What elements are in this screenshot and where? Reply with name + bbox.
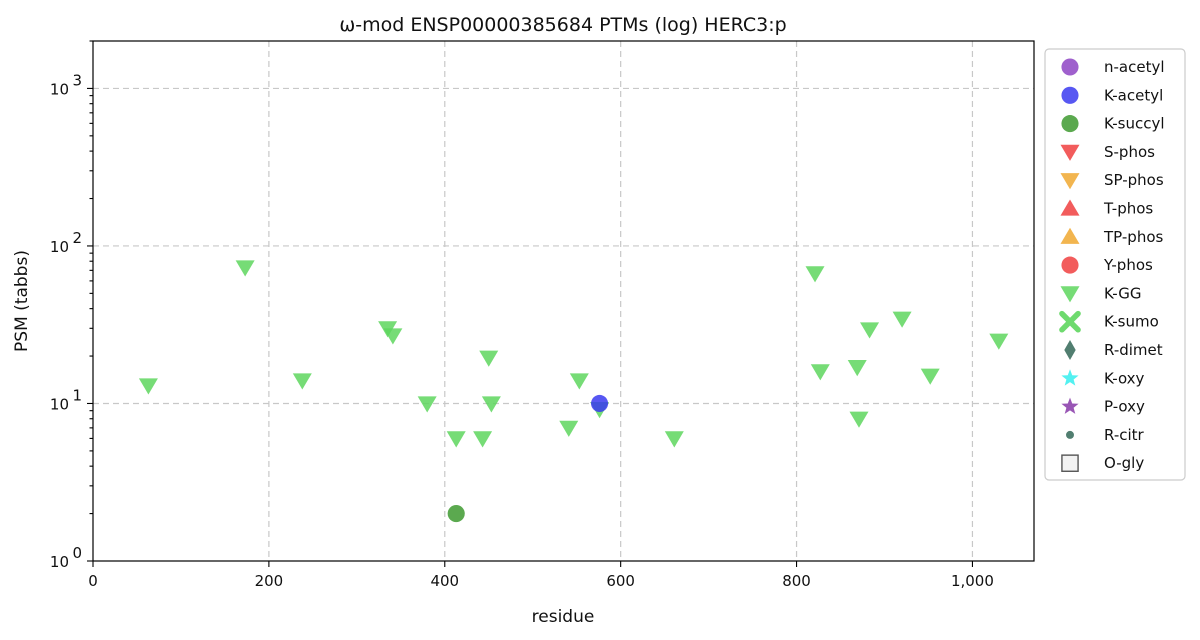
data-point-k-gg bbox=[481, 396, 501, 413]
legend-label: R-dimet bbox=[1104, 341, 1163, 359]
legend-marker-s-phos bbox=[1060, 144, 1080, 161]
legend-label: n-acetyl bbox=[1104, 58, 1165, 76]
legend-label: K-succyl bbox=[1104, 115, 1165, 133]
legend-marker-o-gly bbox=[1061, 454, 1079, 472]
legend-marker-p-oxy bbox=[1061, 397, 1079, 414]
legend-label: SP-phos bbox=[1104, 171, 1164, 189]
data-point-k-gg bbox=[810, 364, 830, 381]
data-point-k-gg bbox=[383, 328, 403, 345]
data-point-k-gg bbox=[446, 431, 466, 448]
legend-label: K-oxy bbox=[1104, 369, 1145, 387]
legend-marker-k-gg bbox=[1060, 286, 1080, 303]
legend-label: T-phos bbox=[1103, 200, 1153, 218]
legend-marker-k-acetyl bbox=[1061, 86, 1079, 104]
data-point-k-gg bbox=[479, 350, 499, 367]
legend-marker-tp-phos bbox=[1060, 227, 1080, 244]
chart-title: ω-mod ENSP00000385684 PTMs (log) HERC3:p bbox=[339, 14, 786, 36]
data-point-k-gg bbox=[860, 322, 880, 339]
legend-marker-k-sumo bbox=[1059, 310, 1081, 333]
x-tick-label: 400 bbox=[430, 572, 459, 590]
data-point-k-gg bbox=[292, 373, 312, 390]
data-point-k-gg bbox=[559, 420, 579, 437]
y-tick-exponent: 3 bbox=[72, 71, 82, 89]
y-tick-exponent: 1 bbox=[72, 386, 82, 404]
data-point-k-gg bbox=[892, 311, 912, 328]
legend-label: K-acetyl bbox=[1104, 86, 1163, 104]
data-point-k-gg bbox=[847, 360, 867, 377]
legend-marker-n-acetyl bbox=[1061, 58, 1079, 76]
legend-marker-y-phos bbox=[1061, 256, 1079, 274]
y-tick-label: 10 bbox=[50, 395, 69, 413]
legend-marker-k-oxy bbox=[1061, 369, 1079, 386]
legend-marker-r-dimet bbox=[1064, 340, 1076, 360]
legend-marker-r-citr bbox=[1066, 430, 1074, 439]
legend-label: K-sumo bbox=[1104, 313, 1159, 331]
data-points bbox=[138, 260, 1009, 523]
data-point-k-gg bbox=[989, 333, 1009, 350]
x-tick-label: 200 bbox=[255, 572, 284, 590]
data-point-k-gg bbox=[138, 378, 158, 395]
data-point-k-gg bbox=[569, 373, 589, 390]
data-point-k-gg bbox=[473, 431, 493, 448]
grid bbox=[93, 41, 1034, 561]
x-tick-label: 800 bbox=[782, 572, 811, 590]
y-tick-label: 10 bbox=[50, 238, 69, 256]
data-point-k-succyl bbox=[447, 505, 465, 523]
x-tick-label: 600 bbox=[606, 572, 635, 590]
x-tick-label: 0 bbox=[88, 572, 98, 590]
data-point-k-gg bbox=[235, 260, 255, 277]
legend-label: TP-phos bbox=[1103, 228, 1163, 246]
y-axis-label: PSM (tabbs) bbox=[12, 250, 32, 352]
x-axis-label: residue bbox=[532, 607, 595, 627]
legend-label: Y-phos bbox=[1103, 256, 1153, 274]
legend-label: S-phos bbox=[1104, 143, 1155, 161]
legend-label: K-GG bbox=[1104, 284, 1141, 302]
data-point-k-acetyl bbox=[591, 394, 609, 413]
legend-box bbox=[1044, 48, 1186, 481]
legend-marker-sp-phos bbox=[1060, 173, 1080, 190]
legend: n-acetyl K-acetyl K-succyl S-phos SP-phos T-p… bbox=[1044, 48, 1186, 481]
x-tick-label: 1,000 bbox=[951, 572, 994, 590]
y-tick-label: 10 bbox=[50, 553, 69, 571]
data-point-k-gg bbox=[417, 396, 437, 413]
data-point-k-gg bbox=[664, 431, 684, 448]
y-tick-exponent: 2 bbox=[72, 229, 82, 247]
legend-label: P-oxy bbox=[1104, 398, 1145, 416]
legend-label: O-gly bbox=[1104, 454, 1144, 472]
data-point-k-gg bbox=[849, 411, 869, 428]
legend-marker-k-succyl bbox=[1061, 115, 1079, 133]
plot-frame bbox=[92, 40, 1035, 562]
data-point-k-gg bbox=[805, 266, 825, 283]
legend-label: R-citr bbox=[1104, 426, 1145, 444]
y-tick-label: 10 bbox=[50, 80, 69, 98]
data-point-k-gg bbox=[920, 368, 940, 385]
legend-marker-t-phos bbox=[1060, 199, 1080, 216]
y-tick-exponent: 0 bbox=[72, 544, 82, 562]
